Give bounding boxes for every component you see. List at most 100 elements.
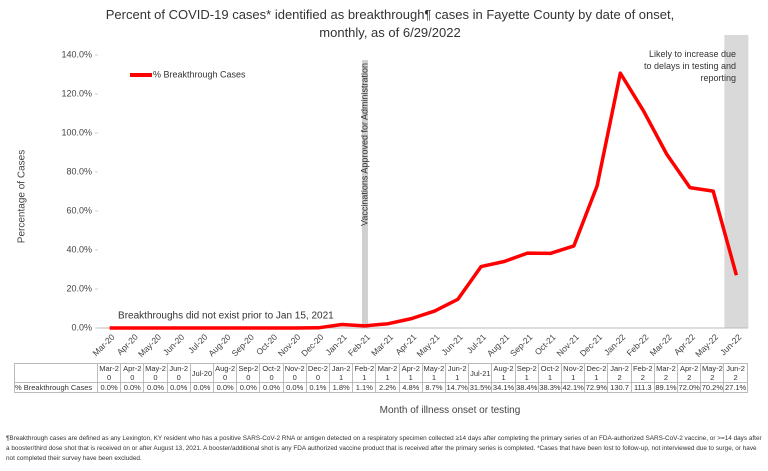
table-cell: 1.1% <box>352 382 377 393</box>
table-cell: 72.0% <box>677 382 702 393</box>
table-header: Jul-20 <box>189 363 215 383</box>
x-tick-label: Dec-21 <box>578 332 605 359</box>
chart: Vaccinations Approved for Administration… <box>17 35 749 359</box>
y-tick-label: 140.0% <box>61 49 92 59</box>
x-tick-label: Jun-20 <box>161 332 187 358</box>
table-header: Oct-21 <box>537 363 563 383</box>
x-tick-label: Mar-20 <box>90 332 116 358</box>
y-tick-label: 0.0% <box>71 322 92 332</box>
x-tick-label: Mar-22 <box>648 332 674 358</box>
x-tick-label: Feb-22 <box>624 332 650 358</box>
table-cell: 42.1% <box>561 382 586 393</box>
y-tick-label: 40.0% <box>66 244 92 254</box>
table-header: Jan-21 <box>329 363 354 383</box>
y-tick-label: 120.0% <box>61 88 92 98</box>
y-tick-label: 100.0% <box>61 127 92 137</box>
table-header: May-22 <box>700 363 725 383</box>
table-cell: 38.4% <box>514 382 539 393</box>
table-cell: 130.7 <box>607 382 632 393</box>
table-header: May-21 <box>421 363 447 383</box>
table-cell: 4.8% <box>398 382 423 393</box>
table-header: Nov-21 <box>561 363 586 383</box>
table-header: Jun-20 <box>166 363 191 383</box>
table-cell: 0.0% <box>189 382 215 393</box>
y-tick-label: 80.0% <box>66 166 92 176</box>
table-cell: 0.1% <box>305 382 331 393</box>
table-header: Sep-20 <box>236 363 261 383</box>
chart-title: Percent of COVID-19 cases* identified as… <box>105 7 675 40</box>
table-cell: 2.2% <box>375 382 400 393</box>
x-tick-label: Jan-21 <box>323 332 349 358</box>
x-tick-label: Nov-21 <box>554 332 581 359</box>
table-cell: 31.5% <box>468 382 493 393</box>
shaded-band <box>724 35 749 328</box>
x-tick-label: Oct-20 <box>254 332 279 357</box>
legend-label: % Breakthrough Cases <box>153 69 246 79</box>
table-header: Aug-20 <box>213 363 238 383</box>
table-header: Jan-22 <box>607 363 632 383</box>
x-tick-label: Jan-22 <box>602 332 628 358</box>
x-axis-label: Month of illness onset or testing <box>379 405 521 416</box>
y-tick-label: 60.0% <box>66 205 92 215</box>
table-header: Mar-20 <box>96 363 122 383</box>
table-header: Apr-20 <box>120 363 145 383</box>
x-tick-label: Nov-20 <box>276 332 303 359</box>
table-header: Jun-22 <box>723 363 748 383</box>
table-header: Sep-21 <box>514 363 539 383</box>
table-corner <box>14 363 98 383</box>
table-header: Apr-21 <box>398 363 423 383</box>
table-cell: 70.2% <box>700 382 725 393</box>
x-tick-label: May-22 <box>693 332 720 359</box>
x-tick-label: Aug-21 <box>485 332 512 359</box>
x-tick-label: Jun-22 <box>718 332 744 358</box>
table-cell: 34.1% <box>491 382 516 393</box>
table-header: Aug-21 <box>491 363 516 383</box>
x-tick-label: May-20 <box>136 332 163 359</box>
annotation: Likely to increase due to delays in testi… <box>644 49 736 83</box>
table-header: Feb-22 <box>630 363 655 383</box>
x-tick-label: Mar-21 <box>369 332 395 358</box>
x-tick-label: Oct-21 <box>533 332 558 357</box>
table-cell: 0.0% <box>282 382 307 393</box>
data-table: Mar-20 Apr-20 May-20 Jun-20 Jul-20 Aug-20 Sep-… <box>14 363 748 393</box>
data-line <box>109 71 739 330</box>
annotation: Vaccinations Approved for Administration <box>359 63 369 226</box>
table-header: Jun-21 <box>445 363 470 383</box>
table-header: Jul-21 <box>468 363 493 383</box>
vaccine-band <box>361 60 368 328</box>
y-axis-label: Percentage of Cases <box>17 150 28 243</box>
table-cell: 111.3 <box>630 382 655 393</box>
x-tick-label: Dec-20 <box>299 332 326 359</box>
table-cell: 27.1% <box>723 382 748 393</box>
x-tick-label: Feb-21 <box>346 332 372 358</box>
table-header: Oct-20 <box>259 363 284 383</box>
x-tick-label: Sep-21 <box>508 332 535 359</box>
table-header: May-20 <box>143 363 168 383</box>
x-tick-label: Sep-20 <box>229 332 256 359</box>
table-header: Nov-20 <box>282 363 307 383</box>
table-header: Dec-20 <box>305 363 331 383</box>
table-cell: 14.7% <box>445 382 470 393</box>
table-header: Dec-21 <box>584 363 609 383</box>
table-cell: 8.7% <box>421 382 447 393</box>
table-cell: 0.0% <box>236 382 261 393</box>
y-tick-label: 20.0% <box>66 283 92 293</box>
annotation: Breakthroughs did not exist prior to Jan… <box>118 311 334 322</box>
table-cell: 0.0% <box>120 382 145 393</box>
table-cell: 38.3% <box>537 382 563 393</box>
table-header: Mar-22 <box>653 363 679 383</box>
x-tick-label: May-21 <box>414 332 441 359</box>
footnote: ¶Breakthrough cases are defined as any L… <box>6 435 762 462</box>
table-header: Mar-21 <box>375 363 400 383</box>
table-cell: 0.0% <box>143 382 168 393</box>
table-cell: 0.0% <box>213 382 238 393</box>
table-header: Apr-22 <box>677 363 702 383</box>
table-cell: 0.0% <box>259 382 284 393</box>
table-row-header: % Breakthrough Cases <box>14 382 98 393</box>
table-cell: 0.0% <box>96 382 122 393</box>
x-tick-label: Aug-20 <box>206 332 233 359</box>
table-cell: 0.0% <box>166 382 191 393</box>
table-header: Feb-21 <box>352 363 377 383</box>
table-cell: 72.9% <box>584 382 609 393</box>
